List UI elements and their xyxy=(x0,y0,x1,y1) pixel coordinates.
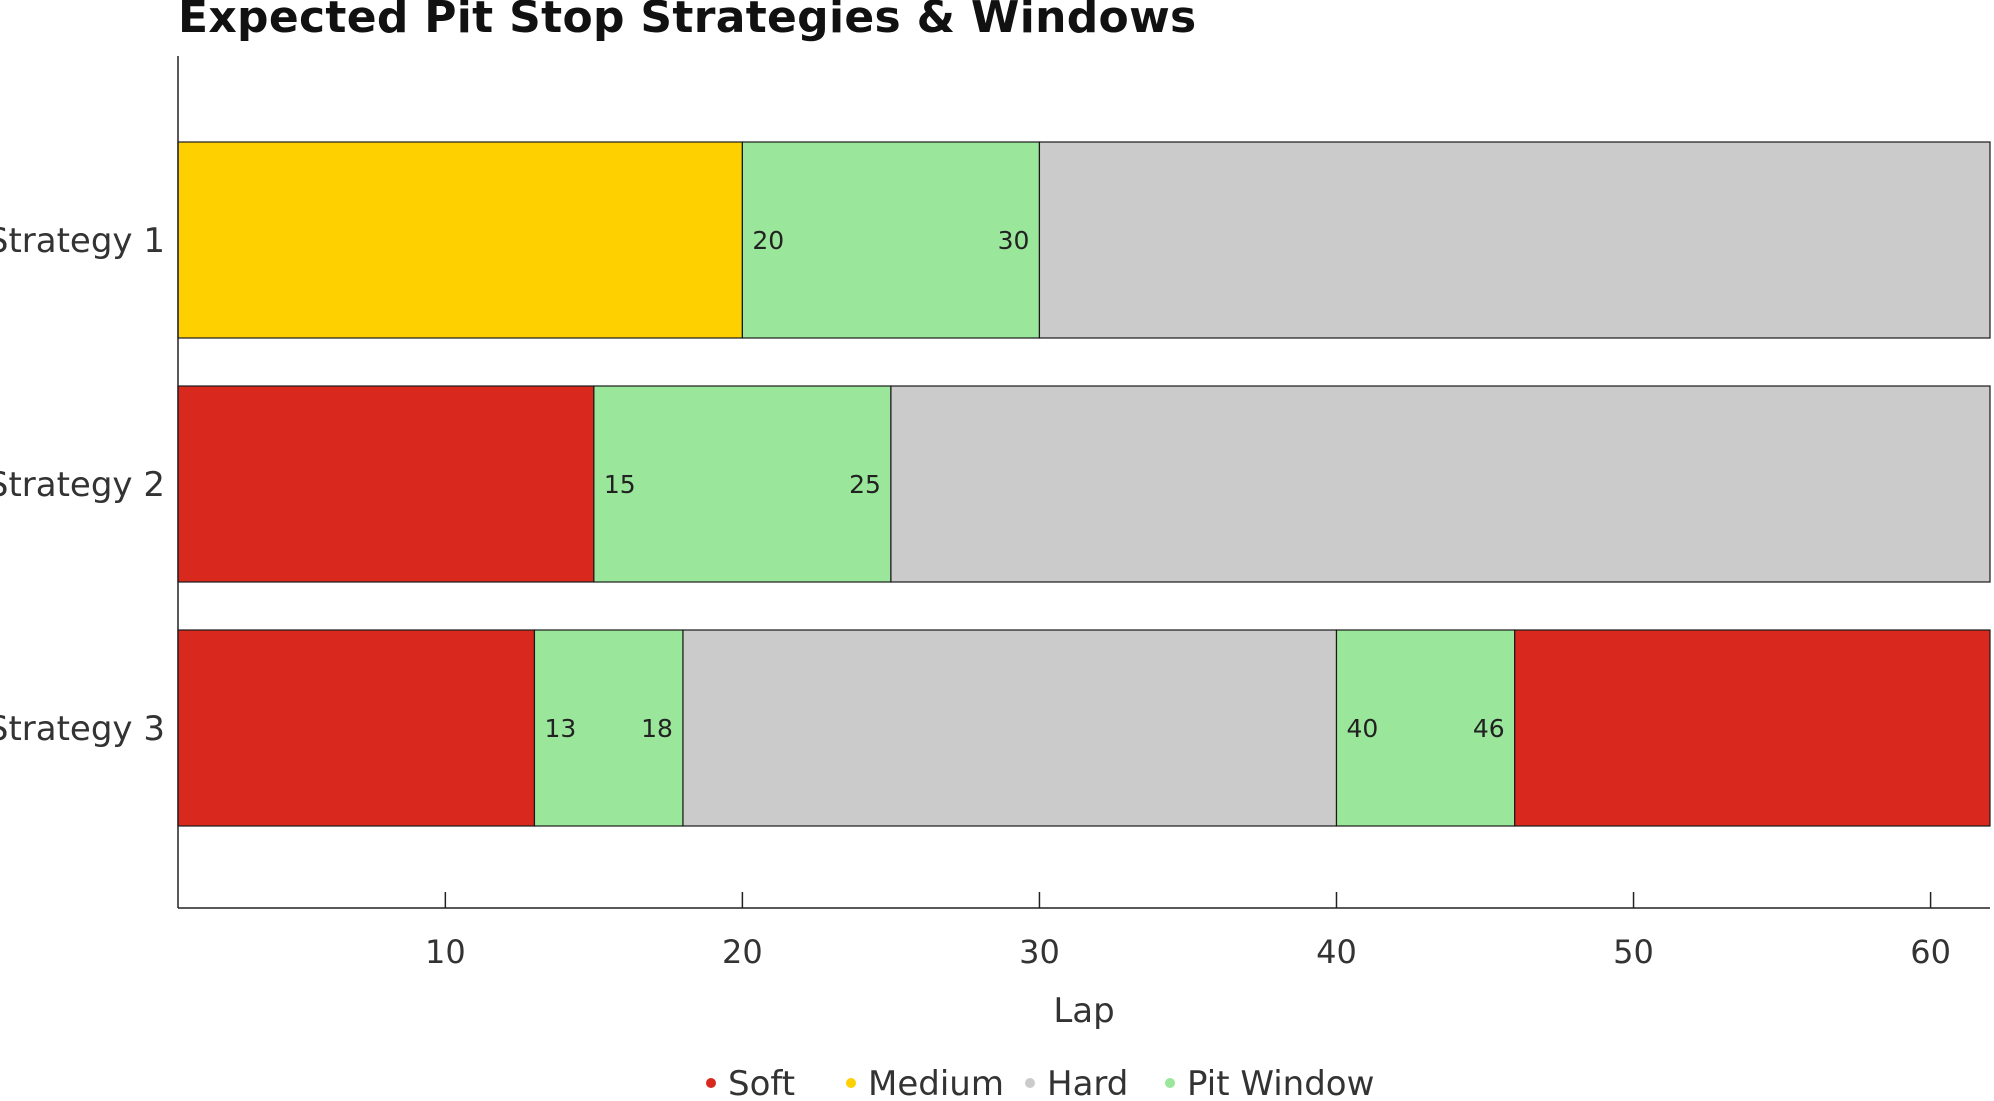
y-tick-label-strategy-1: Strategy 1 xyxy=(0,221,165,261)
bar-segment-strategy-2-pit-window-2 xyxy=(593,385,892,583)
pit-window-end-label-strategy-3-1: 18 xyxy=(641,714,673,743)
x-tick-label-10: 10 xyxy=(425,933,466,971)
legend-label-hard: Hard xyxy=(1047,1064,1128,1101)
legend-label-soft: Soft xyxy=(728,1064,795,1101)
pit-labels-group: 20 30 15 25 13 18 40 46 xyxy=(544,226,1504,743)
y-tick-label-strategy-3: Strategy 3 xyxy=(0,709,165,749)
legend-marker-soft xyxy=(706,1078,716,1088)
bars-group xyxy=(177,141,1991,827)
bar-segment-strategy-1-pit-window-2 xyxy=(741,141,1041,339)
legend-label-medium: Medium xyxy=(868,1064,1004,1101)
x-axis-label: Lap xyxy=(1053,991,1114,1031)
bar-segment-strategy-3-pit-window-4 xyxy=(1335,629,1516,827)
bar-segment-strategy-1-hard-3 xyxy=(1038,141,1991,339)
x-tick-label-50: 50 xyxy=(1613,933,1654,971)
bar-segment-strategy-3-hard-3 xyxy=(682,629,1338,827)
legend-marker-pit-window xyxy=(1165,1078,1175,1088)
legend-marker-medium xyxy=(846,1078,856,1088)
chart-title: Expected Pit Stop Strategies & Windows xyxy=(178,0,1197,43)
y-tick-label-strategy-2: Strategy 2 xyxy=(0,465,165,505)
pit-window-start-label-strategy-3-1: 13 xyxy=(544,714,576,743)
bar-segment-strategy-2-soft-1 xyxy=(177,385,595,583)
bar-segment-strategy-2-hard-3 xyxy=(890,385,1991,583)
legend-marker-hard xyxy=(1025,1078,1035,1088)
bar-segment-strategy-1-medium-1 xyxy=(177,141,743,339)
x-tick-label-40: 40 xyxy=(1316,933,1357,971)
y-axis: Strategy 1 Strategy 2 Strategy 3 xyxy=(0,56,179,908)
bar-segment-strategy-3-soft-1 xyxy=(177,629,536,827)
pit-window-end-label-strategy-2-1: 25 xyxy=(849,470,881,499)
legend-label-pit-window: Pit Window xyxy=(1187,1064,1374,1101)
pit-window-end-label-strategy-1-1: 30 xyxy=(998,226,1030,255)
x-axis: 10 20 30 40 50 60 xyxy=(178,892,1990,971)
bar-segment-strategy-3-pit-window-2 xyxy=(533,629,684,827)
pit-window-end-label-strategy-3-2: 46 xyxy=(1473,714,1505,743)
bar-segment-strategy-3-soft-5 xyxy=(1514,629,1991,827)
x-tick-label-20: 20 xyxy=(722,933,763,971)
x-tick-label-60: 60 xyxy=(1910,933,1951,971)
pit-window-start-label-strategy-2-1: 15 xyxy=(604,470,636,499)
legend: Soft Medium Hard Pit Window xyxy=(706,1064,1374,1101)
pit-window-start-label-strategy-3-2: 40 xyxy=(1346,714,1378,743)
pit-window-start-label-strategy-1-1: 20 xyxy=(752,226,784,255)
x-tick-label-30: 30 xyxy=(1019,933,1060,971)
